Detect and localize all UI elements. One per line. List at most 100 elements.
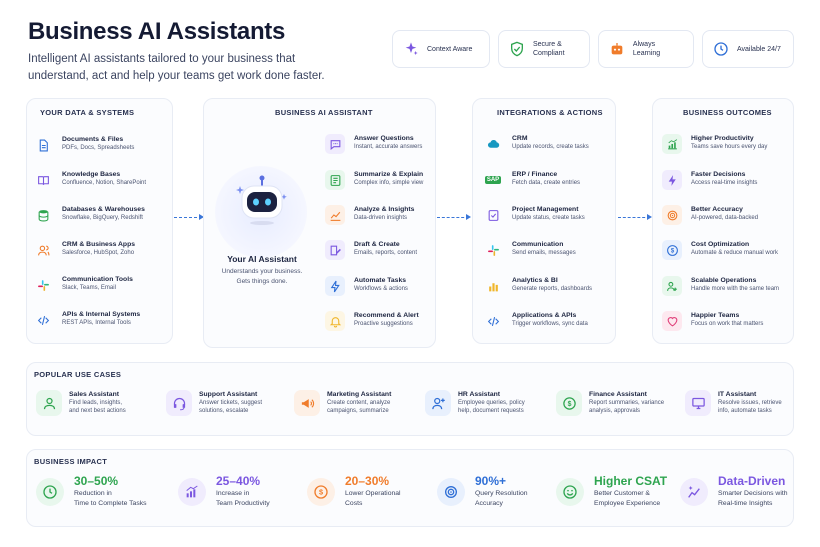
impact-label: Query Resolution [475, 490, 528, 497]
impact-value: 25–40% [216, 474, 261, 488]
capability-analyze: Analyze & Insights Data-driven insights [325, 205, 414, 225]
use-case-desc: Create content, analyze [327, 400, 391, 406]
bolt-icon [662, 170, 682, 190]
use-case-desc: Employee queries, policy [458, 400, 525, 406]
item-desc: Send emails, messages [512, 250, 576, 256]
item-title: Faster Decisions [691, 171, 746, 178]
document-icon [33, 135, 53, 155]
item-desc: Snowflake, BigQuery, Redshift [62, 215, 143, 221]
impact-label: Smarter Decisions with [718, 490, 788, 497]
item-title: Applications & APIs [512, 312, 577, 319]
use-case-title: HR Assistant [458, 391, 501, 398]
item-title: CRM & Business Apps [62, 241, 136, 248]
users-icon [33, 240, 53, 260]
item-title: Recommend & Alert [354, 312, 419, 319]
use-case-desc: info, automate tasks [718, 408, 772, 414]
target-icon [437, 477, 465, 506]
use-cases-title: POPULAR USE CASES [34, 370, 122, 379]
capability-recommend: Recommend & Alert Proactive suggestions [325, 311, 419, 331]
item-desc: Focus on work that matters [691, 321, 764, 327]
integrations-panel [472, 98, 616, 344]
use-case-hr: HR Assistant Employee queries, policy help… [425, 390, 525, 416]
item-desc: Generate reports, dashboards [512, 286, 593, 292]
heart-icon [662, 311, 682, 331]
outcome-scalable: Scalable Operations Handle more with the … [662, 276, 779, 296]
capability-summarize: Summarize & Explain Complex info, simple … [325, 170, 423, 190]
data-item-communication: Communication Tools Slack, Teams, Email [33, 275, 133, 295]
dollar-icon: $ [556, 390, 582, 416]
item-desc: Confluence, Notion, SharePoint [62, 180, 147, 186]
use-case-desc: Answer tickets, suggest [199, 400, 263, 406]
use-case-desc: solutions, escalate [199, 408, 249, 414]
integration-erp: SAP ERP / Finance Fetch data, create entr… [483, 170, 580, 190]
dollar-icon: $ [662, 240, 682, 260]
monitor-icon [685, 390, 711, 416]
person-add-icon [425, 390, 451, 416]
use-case-title: Sales Assistant [69, 391, 119, 398]
sap-badge: SAP [484, 176, 502, 184]
use-case-finance: $ Finance Assistant Report summaries, var… [556, 390, 664, 416]
impact-title: BUSINESS IMPACT [34, 457, 108, 466]
assistant-title: BUSINESS AI ASSISTANT [275, 108, 373, 117]
robot-icon [232, 172, 292, 232]
feature-label: Secure & Compliant [533, 41, 565, 57]
impact-value: Higher CSAT [594, 474, 668, 488]
outcome-happier: Happier Teams Focus on work that matters [662, 311, 763, 331]
svg-text:$: $ [670, 248, 674, 254]
impact-productivity: 25–40% Increase in Team Productivity [178, 474, 270, 509]
data-item-crm: CRM & Business Apps Salesforce, HubSpot, … [33, 240, 135, 260]
item-desc: Data-driven insights [354, 215, 408, 221]
data-item-documents: Documents & Files PDFs, Docs, Spreadsheet… [33, 135, 134, 155]
summary-icon [325, 170, 345, 190]
integration-apis: Applications & APIs Trigger workflows, sy… [483, 311, 588, 331]
item-desc: Automate & reduce manual work [691, 250, 779, 256]
impact-label: Time to Complete Tasks [74, 500, 147, 507]
impact-label: Increase in [216, 490, 250, 497]
book-icon [33, 170, 53, 190]
bell-icon [325, 311, 345, 331]
assistant-desc-1: Understands your business. [221, 268, 303, 275]
page-title: Business AI Assistants [28, 18, 286, 45]
bars-icon [483, 276, 503, 296]
use-case-it: IT Assistant Resolve issues, retrieve info… [685, 390, 782, 416]
impact-label: Lower Operational [345, 490, 401, 497]
assistant-desc-2: Gets things done. [236, 278, 288, 285]
item-desc: Update status, create tasks [512, 215, 585, 221]
feature-label: Always Learning [632, 41, 661, 57]
impact-accuracy: 90%+ Query Resolution Accuracy [437, 474, 528, 509]
item-desc: PDFs, Docs, Spreadsheets [62, 145, 135, 151]
impact-label: Employee Experience [594, 500, 661, 507]
use-case-desc: campaigns, summarize [327, 408, 389, 414]
impact-label: Accuracy [475, 500, 503, 507]
use-case-marketing: Marketing Assistant Create content, analy… [294, 390, 391, 416]
use-case-desc: Find leads, insights, [69, 400, 123, 406]
item-desc: Emails, reports, content [354, 250, 418, 256]
item-desc: Trigger workflows, sync data [512, 321, 588, 327]
item-title: Project Management [512, 206, 579, 213]
data-item-databases: Databases & Warehouses Snowflake, BigQuer… [33, 205, 145, 225]
impact-label: Reduction in [74, 490, 112, 497]
item-title: Answer Questions [354, 135, 414, 142]
outcome-decisions: Faster Decisions Access real-time insight… [662, 170, 757, 190]
item-title: Summarize & Explain [354, 171, 424, 178]
use-cases-panel [26, 362, 794, 436]
item-title: Draft & Create [354, 241, 400, 248]
outcomes-title: BUSINESS OUTCOMES [683, 108, 772, 117]
assistant-name: Your AI Assistant [227, 254, 297, 264]
use-case-desc: Report summaries, variance [589, 400, 665, 406]
impact-panel [26, 449, 794, 527]
target-icon [662, 205, 682, 225]
outcome-productivity: Higher Productivity Teams save hours ever… [662, 134, 767, 154]
item-desc: Teams save hours every day [691, 144, 768, 150]
integration-project: Project Management Update status, create … [483, 205, 585, 225]
integration-analytics: Analytics & BI Generate reports, dashboar… [483, 276, 592, 296]
integrations-title: INTEGRATIONS & ACTIONS [497, 108, 603, 117]
page-subtitle: Intelligent AI assistants tailored to yo… [28, 53, 325, 82]
impact-value: 20–30% [345, 474, 390, 488]
integration-communication: Communication Send emails, messages [483, 240, 576, 260]
headset-icon [166, 390, 192, 416]
impact-value: 30–50% [74, 474, 119, 488]
item-title: Better Accuracy [691, 206, 743, 213]
item-title: Automate Tasks [354, 277, 406, 284]
item-title: Analytics & BI [512, 277, 558, 284]
